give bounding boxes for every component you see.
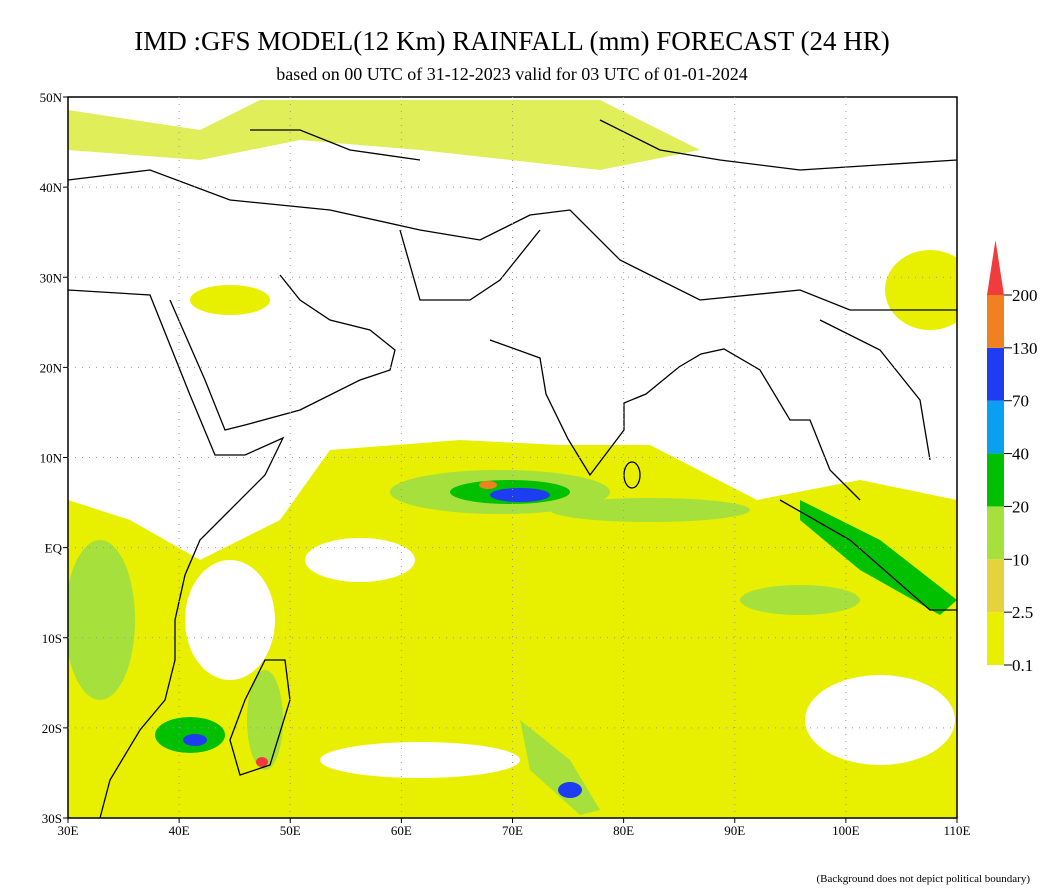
colorbar-band: [987, 612, 1004, 665]
colorbar-band: [987, 347, 1004, 401]
lat-label: 40N: [40, 180, 63, 195]
colorbar-label: 2.5: [1012, 603, 1033, 622]
lat-label: 10N: [40, 451, 63, 466]
colorbar-label: 40: [1012, 445, 1029, 464]
footnote: (Background does not depict political bo…: [816, 873, 1030, 885]
lat-label: 30N: [40, 270, 63, 285]
lon-label: 40E: [169, 823, 190, 838]
colorbar-label: 0.1: [1012, 656, 1033, 675]
colorbar-band: [987, 453, 1004, 507]
colorbar-label: 10: [1012, 550, 1029, 569]
lat-label: 30S: [42, 811, 62, 826]
colorbar-band: [987, 506, 1004, 560]
colorbar-band: [987, 559, 1004, 613]
colorbar-band: [987, 295, 1004, 348]
subtitle: based on 00 UTC of 31-12-2023 valid for …: [276, 64, 747, 84]
lon-label: 90E: [724, 823, 745, 838]
lat-label: 20N: [40, 360, 63, 375]
colorbar-label: 200: [1012, 286, 1038, 305]
lon-label: 70E: [502, 823, 523, 838]
lat-label: 50N: [40, 90, 63, 105]
colorbar-label: 20: [1012, 497, 1029, 516]
colorbar-triangle: [987, 240, 1004, 295]
lat-label: EQ: [45, 541, 63, 556]
lon-label: 30E: [58, 823, 79, 838]
colorbar-band: [987, 400, 1004, 454]
colorbar: 0.1 2.5 10 20 40 70 130 200: [987, 240, 1038, 675]
lon-label: 100E: [832, 823, 860, 838]
lon-label: 50E: [280, 823, 301, 838]
lon-label: 80E: [613, 823, 634, 838]
lat-label: 20S: [42, 721, 62, 736]
lon-label: 60E: [391, 823, 412, 838]
colorbar-label: 70: [1012, 392, 1029, 411]
lat-label: 10S: [42, 631, 62, 646]
lon-label: 110E: [944, 823, 971, 838]
title: IMD :GFS MODEL(12 Km) RAINFALL (mm) FORE…: [134, 26, 890, 56]
colorbar-label: 130: [1012, 339, 1038, 358]
